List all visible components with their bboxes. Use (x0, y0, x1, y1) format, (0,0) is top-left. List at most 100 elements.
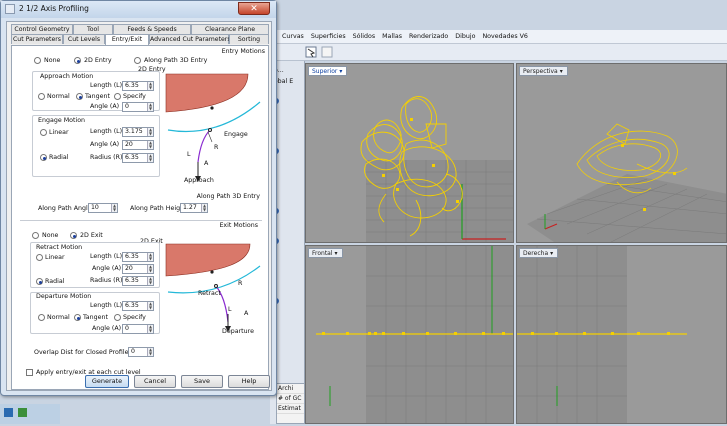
retract-radial-label: Radial (45, 278, 65, 285)
spinner-arrows-icon[interactable]: ▲ ▼ (147, 140, 153, 149)
viewport-tab-top[interactable]: Superior ▾ (308, 66, 348, 76)
tab-sorting[interactable]: Sorting (229, 34, 269, 44)
entry-path3d-radio[interactable] (134, 57, 141, 64)
path-angle-input[interactable]: 10 ▲ ▼ (88, 203, 118, 213)
retract-linear-radio[interactable] (36, 254, 43, 261)
diagram-l-label: L (187, 151, 191, 158)
exit-preview-caption: 2D Exit (140, 238, 163, 245)
side-label-estimat: Estimat (277, 404, 304, 414)
retract-length-input[interactable]: 6.35 ▲ ▼ (122, 252, 154, 262)
viewport-perspective[interactable]: Perspectiva ▾ (516, 63, 727, 243)
engage-length-input[interactable]: 3.175 ▲ ▼ (122, 127, 154, 137)
engage-radius-input[interactable]: 6.35 ▲ ▼ (122, 153, 154, 163)
menu-mallas[interactable]: Mallas (382, 33, 403, 40)
departure-normal-radio[interactable] (38, 314, 45, 321)
departure-tangent-radio[interactable] (74, 314, 81, 321)
chevron-down-icon[interactable]: ▾ (334, 249, 338, 257)
spinner-arrows-icon[interactable]: ▲ ▼ (201, 203, 207, 212)
spinner-arrows-icon[interactable]: ▲ ▼ (147, 301, 153, 310)
spinner-arrows-icon[interactable]: ▲ ▼ (147, 276, 153, 285)
retract-linear-label: Linear (45, 254, 65, 261)
tab-control-geometry[interactable]: Control Geometry (11, 24, 73, 34)
tab-clearance-plane[interactable]: Clearance Plane (191, 24, 269, 34)
tab-tool[interactable]: Tool (73, 24, 113, 34)
exit-2d-radio[interactable] (70, 232, 77, 239)
view-tool-icon[interactable] (321, 46, 333, 58)
approach-motion-heading: Approach Motion (40, 73, 94, 80)
diagram-a-label: A (204, 160, 209, 167)
engage-radial-label: Radial (49, 154, 69, 161)
viewport-tab-right[interactable]: Derecha ▾ (519, 248, 559, 258)
chevron-down-icon[interactable]: ▾ (550, 249, 554, 257)
departure-tangent-label: Tangent (83, 314, 108, 321)
toolpath-curves (360, 96, 463, 237)
path-height-input[interactable]: 1.27 ▲ ▼ (180, 203, 208, 213)
departure-angle-input[interactable]: 0 ▲ ▼ (122, 324, 154, 334)
dialog-title: 2 1/2 Axis Profiling (19, 4, 89, 13)
engage-angle-input[interactable]: 20 ▲ ▼ (122, 140, 154, 150)
tab-cut-parameters[interactable]: Cut Parameters (11, 34, 63, 44)
menu-renderizado[interactable]: Renderizado (409, 33, 449, 40)
approach-specify-radio[interactable] (114, 93, 121, 100)
retract-radius-value: 6.35 (125, 277, 139, 284)
chevron-down-icon[interactable]: ▾ (559, 67, 563, 75)
engage-radial-radio[interactable] (40, 154, 47, 161)
spinner-arrows-icon[interactable]: ▲ ▼ (147, 153, 153, 162)
menu-curvas[interactable]: Curvas (282, 33, 304, 40)
engage-radius-value: 6.35 (125, 154, 139, 161)
tab-entry-exit[interactable]: Entry/Exit (105, 34, 149, 45)
viewport-front[interactable]: Frontal ▾ (305, 245, 514, 424)
approach-angle-input[interactable]: 0 ▲ ▼ (122, 102, 154, 112)
close-button[interactable]: ✕ (238, 2, 270, 15)
spinner-arrows-icon[interactable]: ▲ ▼ (147, 264, 153, 273)
spinner-arrows-icon[interactable]: ▲ ▼ (147, 324, 153, 333)
tab-cut-levels[interactable]: Cut Levels (63, 34, 105, 44)
engage-linear-radio[interactable] (40, 129, 47, 136)
spinner-arrows-icon[interactable]: ▲ ▼ (147, 127, 153, 136)
app-icon[interactable] (18, 408, 27, 417)
menu-novedades[interactable]: Novedades V6 (482, 33, 528, 40)
entry-none-radio[interactable] (34, 57, 41, 64)
viewport-tab-perspective[interactable]: Perspectiva ▾ (519, 66, 568, 76)
app-icon[interactable] (4, 408, 13, 417)
menu-superficies[interactable]: Superficies (310, 33, 346, 40)
select-tool-icon[interactable] (305, 46, 317, 58)
spinner-arrows-icon[interactable]: ▲ ▼ (147, 81, 153, 90)
spinner-arrows-icon[interactable]: ▲ ▼ (147, 102, 153, 111)
chevron-down-icon[interactable]: ▾ (339, 67, 343, 75)
entry-2d-radio[interactable] (74, 57, 81, 64)
spinner-arrows-icon[interactable]: ▲ ▼ (111, 203, 117, 212)
departure-specify-radio[interactable] (114, 314, 121, 321)
departure-length-input[interactable]: 6.35 ▲ ▼ (122, 301, 154, 311)
tab-advanced-cut-parameters[interactable]: Advanced Cut Parameters (149, 34, 231, 44)
approach-length-input[interactable]: 6.35 ▲ ▼ (122, 81, 154, 91)
grid-plane (366, 160, 513, 242)
departure-angle-value: 0 (125, 325, 129, 332)
overlap-input[interactable]: 0 ▲ ▼ (128, 347, 154, 357)
spinner-arrows-icon[interactable]: ▲ ▼ (147, 347, 153, 356)
generate-button[interactable]: Generate (85, 375, 129, 388)
menu-solidos[interactable]: Sólidos (352, 33, 376, 40)
retract-radius-input[interactable]: 6.35 ▲ ▼ (122, 276, 154, 286)
viewport-right[interactable]: Derecha ▾ (516, 245, 727, 424)
exit-none-label: None (42, 232, 59, 239)
spinner-arrows-icon[interactable]: ▲ ▼ (147, 252, 153, 261)
menu-dibujo[interactable]: Dibujo (455, 33, 476, 40)
exit-none-radio[interactable] (32, 232, 39, 239)
tab-feeds-speeds[interactable]: Feeds & Speeds (113, 24, 191, 34)
retract-radial-radio[interactable] (36, 278, 43, 285)
retract-motion-group (30, 242, 160, 288)
apply-each-level-checkbox[interactable] (26, 369, 33, 376)
retract-angle-input[interactable]: 20 ▲ ▼ (122, 264, 154, 274)
dialog-titlebar[interactable]: 2 1/2 Axis Profiling ✕ (1, 1, 276, 18)
retract-motion-heading: Retract Motion (36, 244, 83, 251)
approach-tangent-radio[interactable] (76, 93, 83, 100)
viewport-top[interactable]: Superior ▾ (305, 63, 514, 243)
save-button[interactable]: Save (181, 375, 223, 388)
approach-normal-radio[interactable] (38, 93, 45, 100)
departure-length-value: 6.35 (125, 302, 139, 309)
help-button[interactable]: Help (228, 375, 270, 388)
axis-profiling-dialog: 2 1/2 Axis Profiling ✕ Control Geometry … (0, 0, 277, 396)
viewport-tab-front[interactable]: Frontal ▾ (308, 248, 343, 258)
cancel-button[interactable]: Cancel (134, 375, 176, 388)
